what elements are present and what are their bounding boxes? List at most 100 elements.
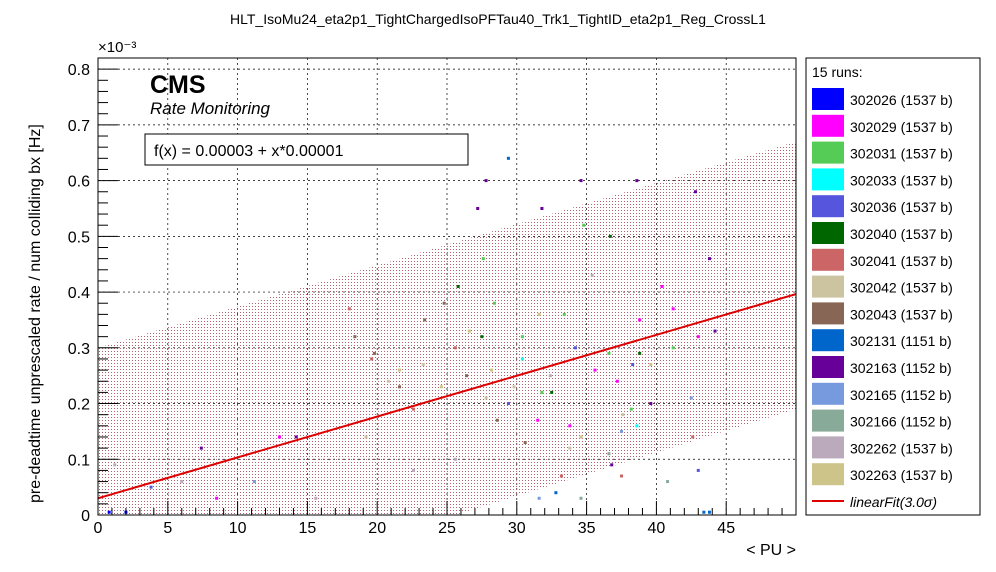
legend-entry: 302166 (1152 b) — [850, 414, 952, 430]
data-point-8 — [442, 301, 446, 305]
data-point-8 — [495, 418, 499, 422]
data-point-10 — [484, 179, 488, 183]
data-point-5 — [608, 234, 612, 238]
data-point-5 — [480, 335, 484, 339]
data-point-8 — [465, 374, 469, 378]
data-point-14 — [467, 329, 471, 333]
legend-swatch — [812, 88, 844, 110]
data-point-6 — [370, 357, 374, 361]
data-point-1 — [615, 379, 619, 383]
data-point-2 — [629, 407, 633, 411]
data-point-2 — [582, 223, 586, 227]
data-point-2 — [607, 351, 611, 355]
legend-swatch — [812, 329, 844, 352]
data-point-4 — [506, 402, 510, 406]
legend-entry: 302036 (1537 b) — [850, 199, 953, 215]
y-tick-label: 0.6 — [68, 174, 90, 191]
legend-entry: 302131 (1151 b) — [850, 333, 952, 349]
legend: 302026 (1537 b) 302029 (1537 b) 302031 (15… — [812, 88, 953, 510]
data-point-14 — [579, 435, 583, 439]
legend-entry: 302031 (1537 b) — [850, 146, 953, 162]
y-tick-label: 0 — [81, 508, 90, 525]
data-point-1 — [696, 335, 700, 339]
legend-swatch — [812, 356, 844, 378]
data-point-14 — [537, 312, 541, 316]
legend-entry: 302262 (1537 b) — [850, 440, 953, 456]
data-point-2 — [492, 301, 496, 305]
data-point-2 — [540, 390, 544, 394]
data-point-7 — [484, 396, 488, 400]
x-tick-label: 5 — [163, 520, 172, 537]
data-point-4 — [573, 346, 577, 350]
data-point-8 — [398, 385, 402, 389]
data-point-13 — [548, 374, 552, 378]
legend-swatch — [812, 436, 844, 459]
data-point-9 — [506, 156, 510, 160]
data-point-13 — [113, 463, 117, 467]
data-point-6 — [691, 435, 695, 439]
data-point-5 — [456, 285, 460, 288]
data-point-7 — [386, 379, 390, 383]
data-point-10 — [713, 329, 717, 333]
data-point-10 — [579, 179, 583, 183]
data-point-8 — [523, 441, 527, 445]
data-point-10 — [294, 435, 298, 439]
data-point-9 — [554, 491, 558, 495]
data-point-14 — [649, 363, 653, 367]
x-tick-label: 35 — [578, 520, 596, 537]
legend-swatch — [812, 275, 844, 298]
data-point-10 — [540, 206, 544, 210]
legend-entry: 302165 (1152 b) — [850, 387, 952, 403]
data-point-9 — [707, 510, 711, 514]
x-tick-label: 40 — [648, 520, 666, 537]
y-tick-label: 0.2 — [68, 397, 90, 414]
data-point-10 — [199, 446, 203, 450]
fit-line — [98, 293, 796, 500]
data-point-10 — [476, 206, 480, 210]
data-point-7 — [421, 363, 425, 367]
x-tick-label: 20 — [368, 520, 386, 537]
legend-swatch — [812, 463, 844, 486]
data-point-3 — [520, 357, 524, 361]
data-point-12 — [607, 452, 611, 456]
y-exponent-label: ×10⁻³ — [98, 39, 136, 56]
legend-swatch — [812, 302, 844, 325]
data-points — [107, 156, 717, 514]
data-point-1 — [671, 307, 675, 311]
x-axis: 0 5 10 15 20 25 30 35 40 45 — [94, 501, 783, 537]
fit-label-box — [144, 133, 469, 166]
data-point-6 — [453, 346, 457, 350]
data-point-1 — [215, 496, 219, 500]
data-point-10 — [635, 179, 639, 183]
data-point-5 — [638, 351, 642, 355]
data-point-1 — [638, 318, 642, 322]
y-tick-label: 0.8 — [68, 62, 90, 79]
y-tick-label: 0.7 — [68, 118, 90, 135]
data-point-13 — [411, 468, 415, 472]
legend-entry: 302026 (1537 b) — [850, 92, 953, 108]
data-point-0 — [107, 510, 111, 514]
legend-header: 15 runs: — [812, 64, 863, 80]
legend-entry: 302040 (1537 b) — [850, 226, 953, 242]
x-tick-label: 45 — [717, 520, 735, 537]
legend-entry: 302041 (1537 b) — [850, 253, 953, 269]
data-point-7 — [512, 385, 516, 389]
data-point-13 — [453, 457, 457, 461]
legend-swatch — [812, 409, 844, 432]
legend-swatch — [812, 222, 844, 244]
data-point-11 — [537, 496, 541, 500]
legend-swatch — [812, 248, 844, 271]
data-point-8 — [372, 351, 376, 355]
data-point-10 — [707, 257, 711, 261]
x-tick-label: 25 — [438, 520, 456, 537]
legend-entry: 302042 (1537 b) — [850, 280, 953, 296]
y-axis-label: pre-deadtime unprescaled rate / num coll… — [27, 124, 44, 503]
data-point-12 — [579, 496, 583, 500]
data-point-6 — [559, 474, 563, 478]
data-point-10 — [610, 463, 614, 467]
data-point-11 — [252, 480, 256, 484]
legend-swatch — [812, 141, 844, 164]
chart-title: HLT_IsoMu24_eta2p1_TightChargedIsoPFTau4… — [230, 11, 766, 27]
legend-swatch — [812, 382, 844, 405]
data-point-7 — [364, 435, 368, 439]
